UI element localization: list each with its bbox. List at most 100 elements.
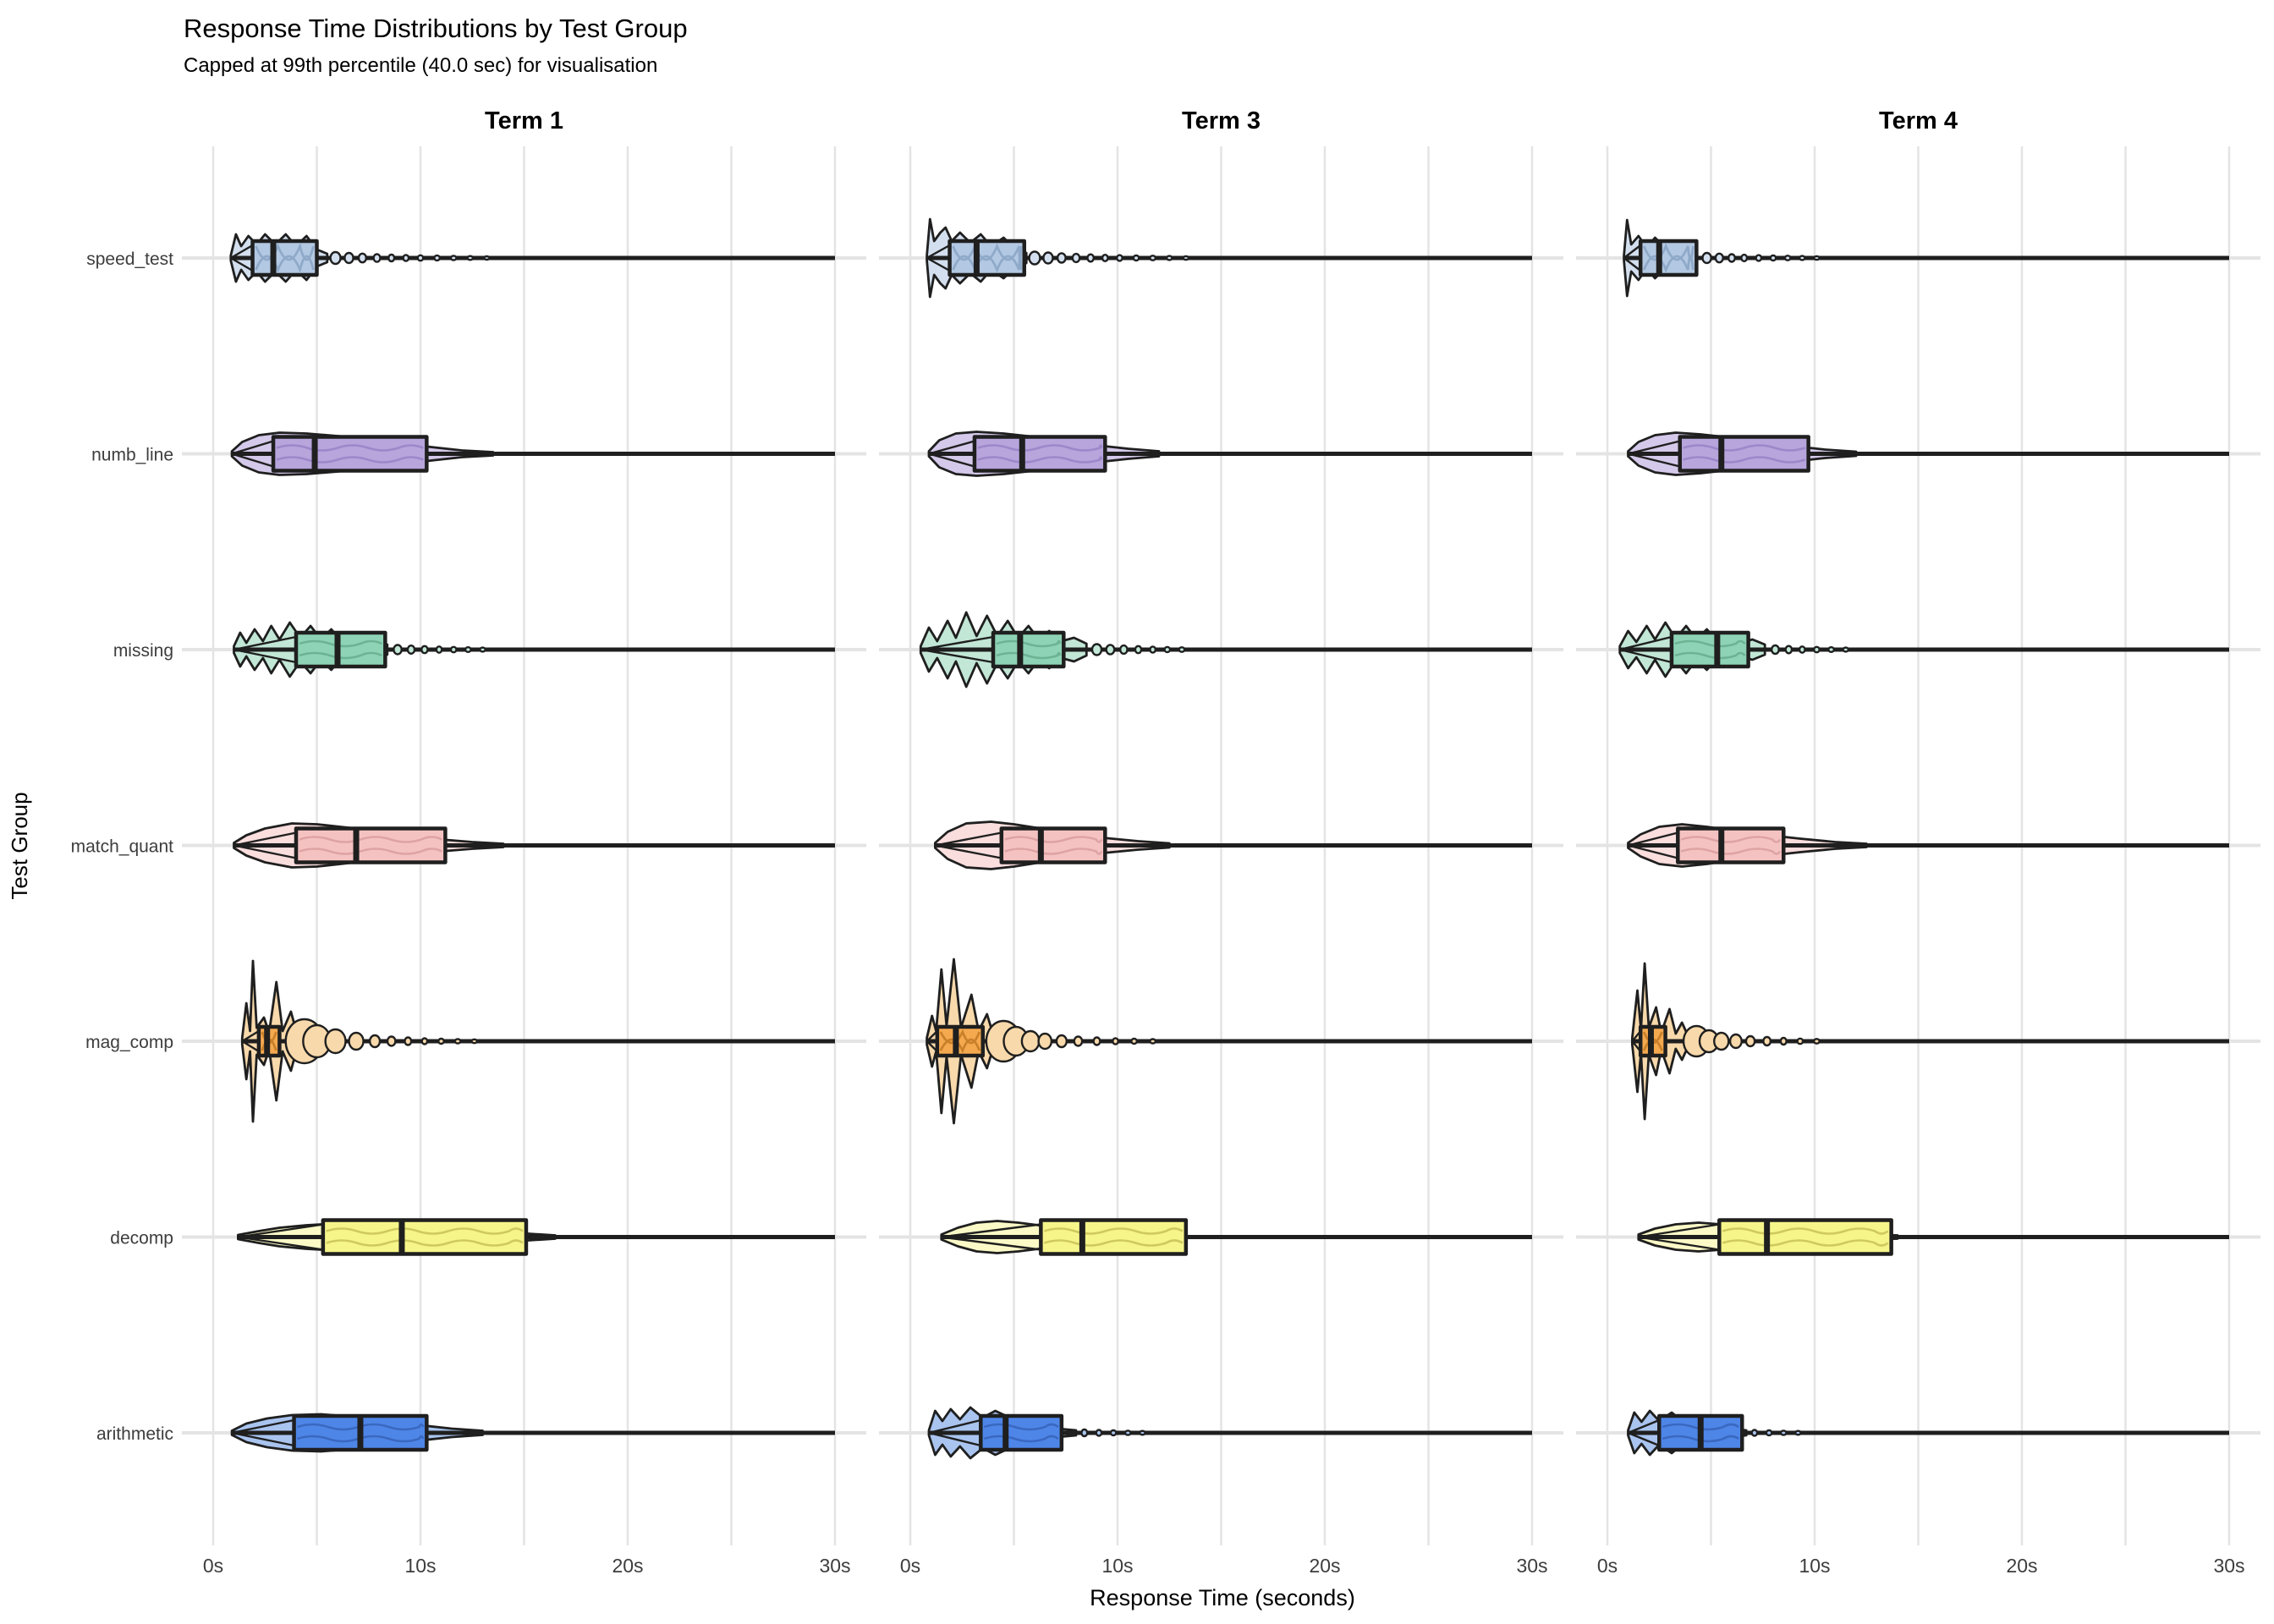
violin-cell-speed_test-term-4 (1623, 218, 2229, 298)
y-tick-label-decomp: decomp (110, 1229, 173, 1248)
tail-bead (402, 254, 410, 262)
box (979, 1413, 1064, 1452)
median-line (1037, 828, 1044, 863)
tail-bead (348, 1031, 365, 1051)
tail-bead (1095, 1429, 1103, 1437)
y-tick-label-missing: missing (113, 641, 173, 661)
tail-bead (1073, 1035, 1084, 1047)
page-subtitle: Capped at 99th percentile (40.0 sec) for… (184, 54, 658, 77)
box-hatch (977, 444, 1103, 452)
y-tick-label-match_quant: match_quant (71, 837, 174, 857)
box-hatch (299, 651, 382, 660)
tail-bead (420, 1037, 429, 1045)
median-line (1718, 828, 1725, 863)
box-hatch (952, 255, 1023, 273)
box-hatch (299, 639, 382, 648)
box (972, 435, 1107, 473)
violin-cell-numb_line-term-1 (230, 431, 835, 476)
box-hatch (1642, 255, 1695, 273)
tail-bead (1090, 643, 1103, 656)
tail-bead (1769, 254, 1777, 262)
tail-bead (1813, 1038, 1821, 1045)
tail-bead (372, 253, 382, 263)
tail-bead (1779, 1036, 1788, 1046)
median-line (398, 1220, 405, 1254)
box (999, 826, 1107, 864)
box-hatch (255, 242, 315, 261)
box-hatch (1674, 651, 1746, 660)
x-tick-label: 0s (1597, 1555, 1618, 1577)
tail-bead (343, 251, 354, 265)
median-line (1656, 241, 1662, 275)
violin-cell-speed_test-term-3 (926, 217, 1532, 299)
tail-bead (1020, 1029, 1041, 1053)
violin-cell-decomp-term-1 (236, 1218, 835, 1256)
box (271, 435, 429, 473)
tail-bead (1796, 1037, 1804, 1045)
tail-bead (1149, 255, 1157, 261)
tail-bead (1813, 255, 1821, 261)
tail-bead (479, 646, 486, 653)
tail-bead (470, 1038, 479, 1045)
tail-bead (1728, 1033, 1743, 1050)
x-tick-label: 20s (1309, 1555, 1340, 1577)
tail-bead (435, 645, 443, 654)
tail-bead (1134, 645, 1143, 655)
box-hatch (1043, 1239, 1184, 1247)
tail-bead (416, 254, 425, 262)
box (294, 630, 387, 669)
tail-bead (1798, 255, 1806, 261)
box-hatch (1674, 639, 1746, 648)
box (1669, 630, 1750, 669)
violin-cell-numb_line-term-3 (927, 431, 1532, 477)
box-hatch (1662, 1435, 1739, 1443)
tail-bead (357, 252, 368, 264)
tail-bead (1139, 1429, 1146, 1436)
tail-bead (464, 646, 472, 654)
median-line (1697, 1416, 1704, 1450)
tail-bead (449, 255, 458, 261)
box-hatch (996, 651, 1062, 660)
median-line (357, 1416, 364, 1450)
tail-bead (1727, 253, 1737, 263)
y-tick-label-arithmetic: arithmetic (96, 1424, 173, 1444)
tail-bead (1149, 645, 1157, 654)
median-line (1017, 633, 1024, 667)
violin-cell-mag_comp-term-3 (926, 957, 1532, 1125)
tail-bead (1744, 1034, 1756, 1048)
x-tick-label: 10s (1799, 1555, 1830, 1577)
tail-bead (1762, 1035, 1772, 1047)
tail-bead (1165, 255, 1173, 261)
box-hatch (1680, 848, 1782, 855)
violin-cell-match_quant-term-3 (934, 820, 1532, 870)
box-hatch (297, 1435, 425, 1443)
violin-cell-decomp-term-4 (1637, 1218, 2229, 1256)
tail-bead (387, 253, 396, 263)
x-tick-label: 20s (2006, 1555, 2037, 1577)
tail-bead (449, 645, 458, 654)
box-hatch (977, 456, 1103, 464)
tail-bead (386, 1035, 397, 1047)
facet-title: Term 1 (485, 107, 563, 134)
tail-bead (1101, 254, 1109, 263)
violin-cell-missing-term-3 (919, 611, 1532, 689)
box (1678, 435, 1810, 473)
violin-cell-arithmetic-term-3 (927, 1406, 1532, 1460)
box-hatch (1683, 444, 1806, 452)
tail-bead (1779, 1429, 1788, 1436)
median-line (270, 241, 277, 275)
tail-bead (1149, 1038, 1157, 1045)
facet-title: Term 4 (1879, 107, 1958, 134)
y-axis-title: Test Group (7, 792, 32, 899)
box-hatch (1722, 1227, 1889, 1235)
box (1676, 826, 1786, 864)
tail-bead (1086, 253, 1096, 263)
box-hatch (255, 255, 315, 274)
tail-bead (1163, 645, 1172, 654)
tail-bead (1765, 1429, 1773, 1437)
box-hatch (276, 444, 424, 452)
tail-bead (433, 254, 441, 262)
violin-cell-arithmetic-term-4 (1627, 1409, 2229, 1457)
